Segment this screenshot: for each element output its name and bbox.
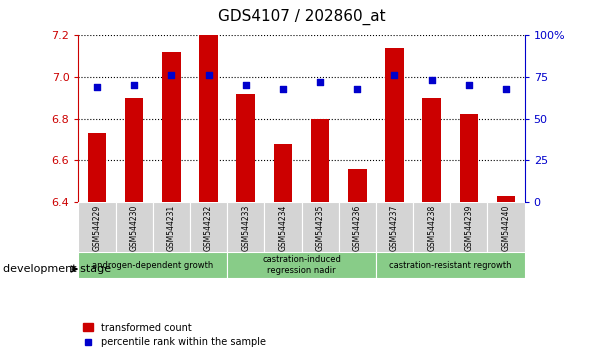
Bar <box>274 144 292 202</box>
Text: GSM544229: GSM544229 <box>92 204 101 251</box>
Point <box>130 82 139 88</box>
Bar <box>190 202 227 253</box>
Bar <box>311 119 329 202</box>
Point <box>166 73 176 78</box>
Bar <box>199 35 218 202</box>
Bar <box>153 202 190 253</box>
Bar <box>497 195 516 202</box>
Text: GSM544230: GSM544230 <box>130 204 139 251</box>
Bar <box>422 98 441 202</box>
Bar <box>348 169 367 202</box>
Text: GSM544238: GSM544238 <box>427 204 436 251</box>
Point <box>204 73 213 78</box>
Legend: transformed count, percentile rank within the sample: transformed count, percentile rank withi… <box>83 322 266 347</box>
Point <box>390 73 399 78</box>
Bar <box>302 202 339 253</box>
Text: GDS4107 / 202860_at: GDS4107 / 202860_at <box>218 9 385 25</box>
Point <box>501 86 511 91</box>
Text: GSM544236: GSM544236 <box>353 204 362 251</box>
Text: GSM544232: GSM544232 <box>204 204 213 251</box>
Bar <box>450 202 487 253</box>
Bar <box>78 252 227 278</box>
Text: GSM544231: GSM544231 <box>167 204 176 251</box>
Bar <box>413 202 450 253</box>
Bar <box>459 114 478 202</box>
Text: GSM544239: GSM544239 <box>464 204 473 251</box>
Point <box>241 82 251 88</box>
Bar <box>264 202 302 253</box>
Text: androgen-dependent growth: androgen-dependent growth <box>92 261 213 270</box>
Bar <box>339 202 376 253</box>
Bar <box>116 202 153 253</box>
Point <box>352 86 362 91</box>
Text: GSM544237: GSM544237 <box>390 204 399 251</box>
Point <box>278 86 288 91</box>
Point <box>92 84 102 90</box>
Point <box>464 82 474 88</box>
Bar <box>87 133 106 202</box>
Text: GSM544240: GSM544240 <box>502 204 511 251</box>
Text: development stage: development stage <box>3 264 111 274</box>
Bar <box>385 48 404 202</box>
Text: castration-resistant regrowth: castration-resistant regrowth <box>389 261 511 270</box>
Point <box>427 78 437 83</box>
Bar <box>376 252 525 278</box>
Bar <box>376 202 413 253</box>
Bar <box>487 202 525 253</box>
Text: GSM544234: GSM544234 <box>279 204 288 251</box>
Bar <box>227 202 264 253</box>
Bar <box>227 252 376 278</box>
Text: GSM544235: GSM544235 <box>315 204 324 251</box>
Bar <box>162 52 181 202</box>
Bar <box>125 98 144 202</box>
Bar <box>236 94 255 202</box>
Point <box>315 79 325 85</box>
Text: castration-induced
regression nadir: castration-induced regression nadir <box>262 256 341 275</box>
Text: GSM544233: GSM544233 <box>241 204 250 251</box>
Bar <box>78 202 116 253</box>
